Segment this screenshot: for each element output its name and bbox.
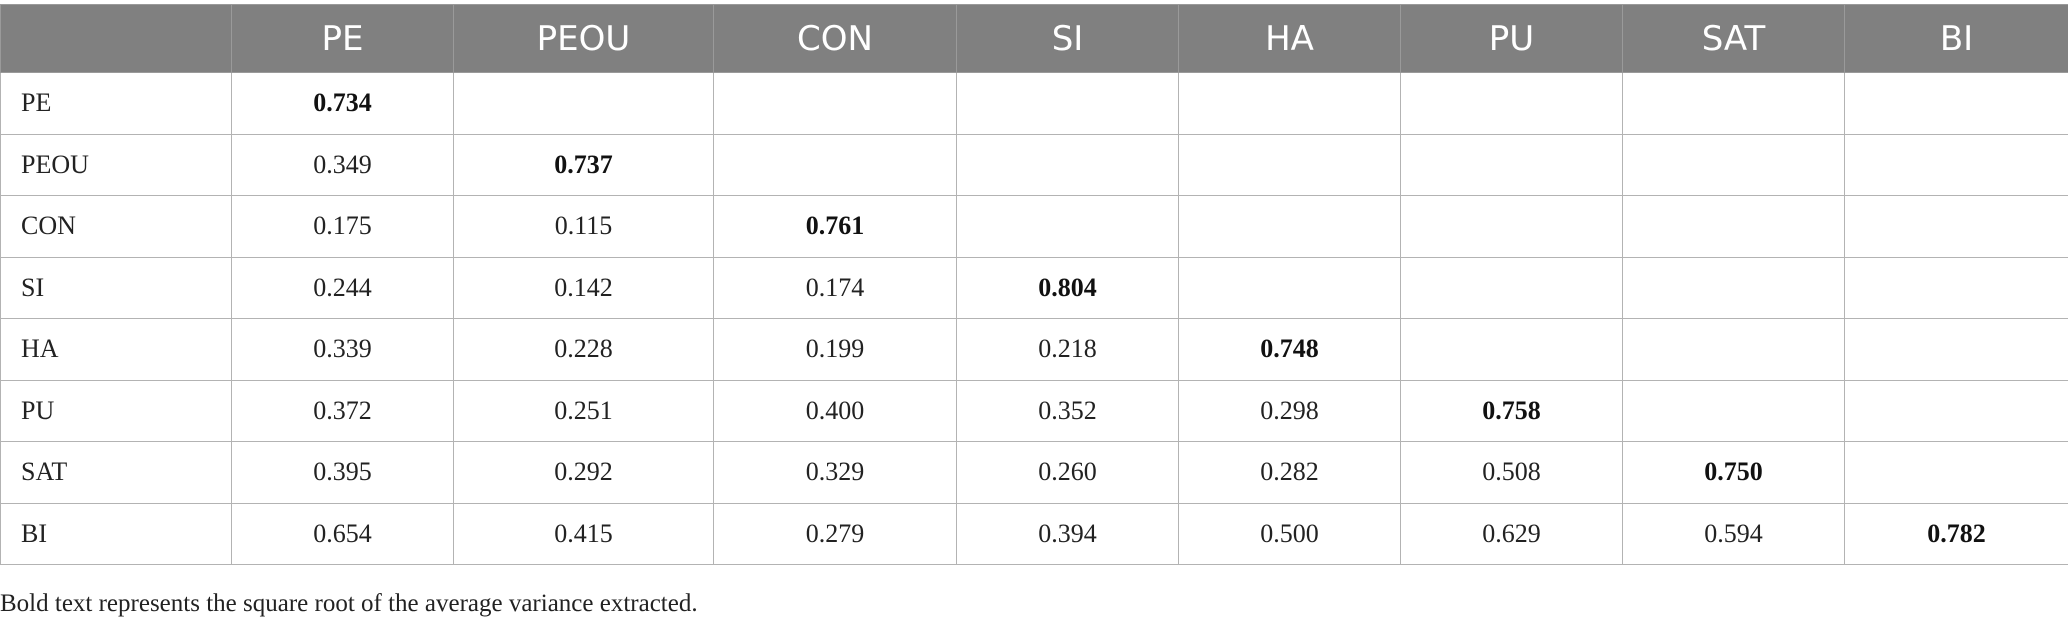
table-cell xyxy=(1622,256,1845,319)
table-cell: 0.199 xyxy=(713,318,957,381)
table-footnote: Bold text represents the square root of … xyxy=(0,590,698,617)
table-cell xyxy=(1400,133,1623,196)
table-cell xyxy=(1622,195,1845,258)
table-cell: 0.115 xyxy=(453,195,714,258)
table-cell xyxy=(713,72,957,135)
column-header: SAT xyxy=(1622,4,1845,73)
column-header: SI xyxy=(956,4,1179,73)
table-cell xyxy=(1844,133,2068,196)
table-cell-diagonal: 0.804 xyxy=(956,256,1179,319)
table-row: HA 0.339 0.228 0.199 0.218 0.748 xyxy=(0,318,2068,381)
table-cell: 0.279 xyxy=(713,502,957,565)
table-row: PE 0.734 xyxy=(0,72,2068,135)
row-label: BI xyxy=(0,502,232,565)
column-header: BI xyxy=(1844,4,2068,73)
table-cell xyxy=(1844,318,2068,381)
table-row: CON 0.175 0.115 0.761 xyxy=(0,195,2068,258)
table-cell xyxy=(1844,441,2068,504)
table-cell: 0.654 xyxy=(231,502,454,565)
table-cell: 0.508 xyxy=(1400,441,1623,504)
column-header: PEOU xyxy=(453,4,714,73)
table-cell: 0.500 xyxy=(1178,502,1401,565)
table-cell: 0.218 xyxy=(956,318,1179,381)
table-cell-diagonal: 0.782 xyxy=(1844,502,2068,565)
table-cell: 0.142 xyxy=(453,256,714,319)
correlation-table-container: PE PEOU CON SI HA PU SAT BI PE 0.734 xyxy=(0,4,2068,565)
table-cell xyxy=(956,133,1179,196)
table-cell: 0.175 xyxy=(231,195,454,258)
table-row: SI 0.244 0.142 0.174 0.804 xyxy=(0,256,2068,319)
table-cell: 0.298 xyxy=(1178,379,1401,442)
table-cell: 0.395 xyxy=(231,441,454,504)
table-cell xyxy=(1400,195,1623,258)
column-header: CON xyxy=(713,4,957,73)
table-cell: 0.594 xyxy=(1622,502,1845,565)
table-cell xyxy=(1400,318,1623,381)
correlation-table: PE PEOU CON SI HA PU SAT BI PE 0.734 xyxy=(0,4,2068,565)
table-cell xyxy=(713,133,957,196)
table-cell: 0.251 xyxy=(453,379,714,442)
table-cell-diagonal: 0.734 xyxy=(231,72,454,135)
table-cell: 0.415 xyxy=(453,502,714,565)
table-cell-diagonal: 0.761 xyxy=(713,195,957,258)
table-cell xyxy=(1622,318,1845,381)
table-cell xyxy=(1178,133,1401,196)
table-cell: 0.629 xyxy=(1400,502,1623,565)
table-cell xyxy=(1622,133,1845,196)
table-cell: 0.260 xyxy=(956,441,1179,504)
table-cell xyxy=(1178,72,1401,135)
row-label: PE xyxy=(0,72,232,135)
table-cell xyxy=(1844,379,2068,442)
table-row: SAT 0.395 0.292 0.329 0.260 0.282 0.508 … xyxy=(0,441,2068,504)
table-cell: 0.329 xyxy=(713,441,957,504)
row-label: SAT xyxy=(0,441,232,504)
row-label: CON xyxy=(0,195,232,258)
column-header: PU xyxy=(1400,4,1623,73)
table-cell: 0.394 xyxy=(956,502,1179,565)
header-row: PE PEOU CON SI HA PU SAT BI xyxy=(0,4,2068,73)
table-cell: 0.174 xyxy=(713,256,957,319)
row-label: PU xyxy=(0,379,232,442)
table-cell xyxy=(956,72,1179,135)
table-cell xyxy=(1844,195,2068,258)
table-cell: 0.339 xyxy=(231,318,454,381)
table-cell xyxy=(1400,256,1623,319)
table-cell xyxy=(1178,256,1401,319)
table-cell: 0.352 xyxy=(956,379,1179,442)
row-label: SI xyxy=(0,256,232,319)
table-cell: 0.292 xyxy=(453,441,714,504)
table-cell: 0.372 xyxy=(231,379,454,442)
table-cell: 0.228 xyxy=(453,318,714,381)
column-header: PE xyxy=(231,4,454,73)
table-cell-diagonal: 0.758 xyxy=(1400,379,1623,442)
column-header: HA xyxy=(1178,4,1401,73)
table-row: PU 0.372 0.251 0.400 0.352 0.298 0.758 xyxy=(0,379,2068,442)
table-cell: 0.244 xyxy=(231,256,454,319)
table-cell: 0.349 xyxy=(231,133,454,196)
row-label: HA xyxy=(0,318,232,381)
table-cell xyxy=(956,195,1179,258)
table-cell: 0.282 xyxy=(1178,441,1401,504)
table-cell xyxy=(1400,72,1623,135)
table-cell xyxy=(1844,72,2068,135)
table-cell-diagonal: 0.750 xyxy=(1622,441,1845,504)
table-cell xyxy=(1178,195,1401,258)
row-label: PEOU xyxy=(0,133,232,196)
table-cell xyxy=(1622,72,1845,135)
table-row: BI 0.654 0.415 0.279 0.394 0.500 0.629 0… xyxy=(0,502,2068,565)
table-cell-diagonal: 0.737 xyxy=(453,133,714,196)
header-corner xyxy=(0,4,232,73)
table-cell xyxy=(1844,256,2068,319)
table-cell xyxy=(1622,379,1845,442)
table-cell xyxy=(453,72,714,135)
table-cell: 0.400 xyxy=(713,379,957,442)
table-row: PEOU 0.349 0.737 xyxy=(0,133,2068,196)
table-cell-diagonal: 0.748 xyxy=(1178,318,1401,381)
